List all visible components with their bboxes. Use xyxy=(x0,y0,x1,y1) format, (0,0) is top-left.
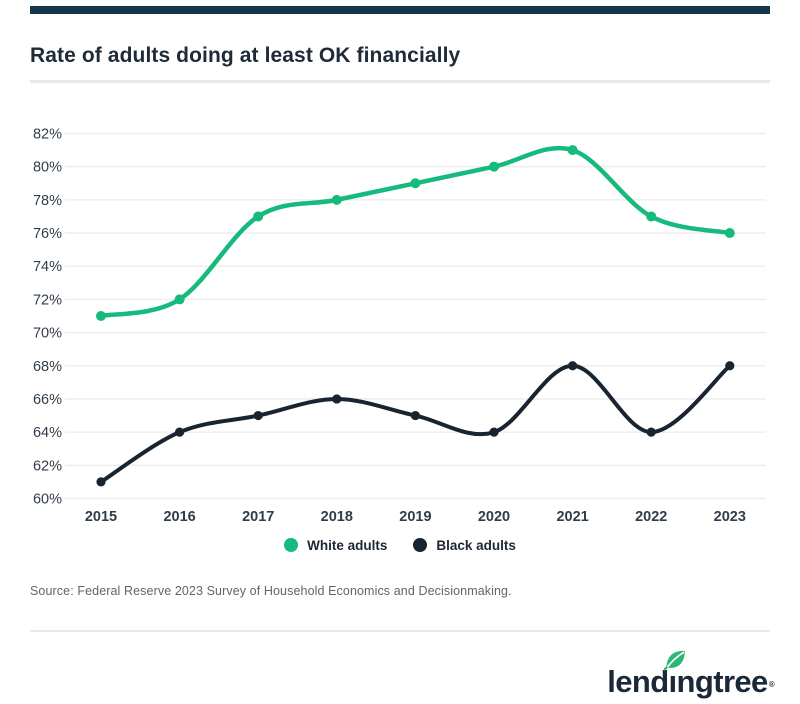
data-point-marker xyxy=(646,211,657,222)
data-point-marker xyxy=(646,427,656,437)
chart-legend: White adults Black adults xyxy=(0,534,800,556)
title-separator xyxy=(30,80,770,83)
y-tick-label: 70% xyxy=(33,326,62,342)
y-tick-label: 76% xyxy=(33,226,62,242)
logo-wordmark: lendı ngtree® xyxy=(607,650,775,699)
data-point-marker xyxy=(174,294,185,305)
legend-item-white-adults: White adults xyxy=(284,538,387,553)
data-point-marker xyxy=(96,477,106,487)
data-point-marker xyxy=(725,361,735,371)
data-point-marker xyxy=(331,194,342,205)
y-tick-label: 64% xyxy=(33,425,62,441)
data-point-marker xyxy=(332,394,342,404)
series-line-white-adults xyxy=(98,145,733,319)
data-point-marker xyxy=(568,361,578,371)
x-tick-label: 2021 xyxy=(556,509,588,525)
data-point-marker xyxy=(489,161,499,172)
x-tick-label: 2016 xyxy=(163,509,195,525)
y-tick-label: 80% xyxy=(33,160,62,176)
x-tick-label: 2018 xyxy=(321,509,353,525)
x-tick-label: 2019 xyxy=(399,509,431,525)
data-point-marker xyxy=(567,145,578,156)
y-tick-label: 82% xyxy=(33,127,62,143)
brand-top-bar xyxy=(30,6,770,14)
y-tick-label: 60% xyxy=(33,492,62,508)
data-point-marker xyxy=(410,178,421,189)
legend-dot xyxy=(413,538,428,552)
x-tick-label: 2023 xyxy=(714,509,746,525)
legend-label: Black adults xyxy=(436,537,516,553)
y-tick-label: 66% xyxy=(33,392,62,408)
registered-mark: ® xyxy=(768,680,775,689)
y-tick-label: 68% xyxy=(33,359,62,375)
legend-dot xyxy=(284,538,299,552)
x-tick-label: 2020 xyxy=(478,509,510,525)
data-point-marker xyxy=(175,427,185,437)
x-tick-label: 2017 xyxy=(242,509,274,525)
logo-text-pre: lend xyxy=(607,664,669,699)
data-point-marker xyxy=(489,427,499,437)
logo-letter-i: ı xyxy=(663,650,685,698)
data-point-marker xyxy=(253,410,263,421)
logo-text-post: ngtree xyxy=(676,664,769,699)
page-title: Rate of adults doing at least OK financi… xyxy=(30,44,461,67)
y-tick-label: 74% xyxy=(33,259,62,275)
legend-item-black-adults: Black adults xyxy=(413,538,516,553)
lendingtree-logo: lendı ngtree® xyxy=(607,650,775,699)
data-point-marker xyxy=(96,311,106,321)
footer-separator xyxy=(30,630,770,632)
y-tick-label: 62% xyxy=(33,458,62,474)
x-tick-label: 2022 xyxy=(635,509,667,525)
data-point-marker xyxy=(410,410,420,421)
data-point-marker xyxy=(253,211,264,222)
y-tick-label: 72% xyxy=(33,292,62,308)
series-line-black-adults xyxy=(99,363,732,484)
source-attribution: Source: Federal Reserve 2023 Survey of H… xyxy=(30,584,512,598)
y-tick-label: 78% xyxy=(33,193,62,209)
legend-label: White adults xyxy=(307,537,388,553)
data-point-marker xyxy=(724,228,735,239)
x-tick-label: 2015 xyxy=(85,509,117,525)
